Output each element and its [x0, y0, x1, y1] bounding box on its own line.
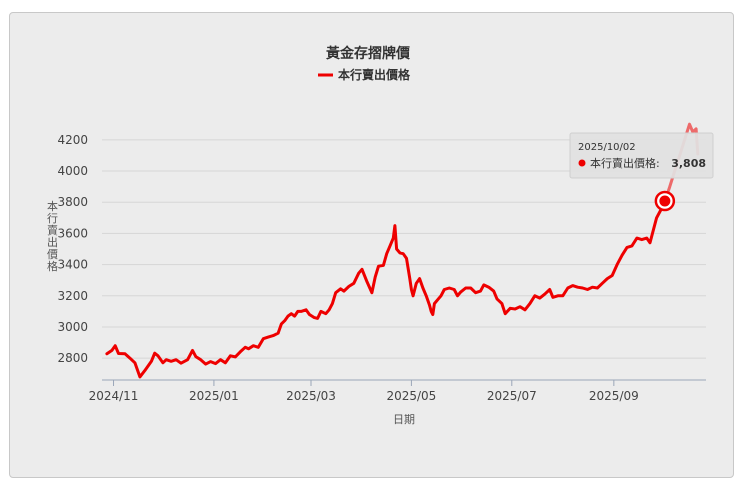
y-tick-label: 3800 [57, 195, 88, 209]
y-tick-label: 4200 [57, 133, 88, 147]
x-tick-label: 2024/11 [89, 389, 139, 403]
y-tick-label: 2800 [57, 351, 88, 365]
legend-item-label: 本行賣出價格 [338, 67, 411, 82]
x-tick-label: 2025/09 [589, 389, 639, 403]
tooltip-box [569, 132, 714, 179]
y-tick-label: 3400 [57, 258, 88, 272]
chart-title: 黃金存摺牌價 [325, 45, 411, 62]
tooltip-series-dot [578, 159, 586, 167]
x-tick-label: 2025/05 [386, 389, 436, 403]
y-tick-label: 3200 [57, 289, 88, 303]
highlight-marker-dot [659, 195, 671, 207]
x-axis: 2024/11 2025/01 2025/03 2025/05 2025/07 2025/… [89, 379, 706, 403]
tooltip-date: 2025/10/02 [578, 142, 636, 153]
y-tick-label: 4000 [57, 164, 88, 178]
tooltip-value: 3,808 [671, 157, 706, 170]
tooltip-series-label: 本行賣出價格: [590, 156, 660, 170]
x-axis-title: 日期 [393, 413, 415, 426]
y-axis: 2800 3000 3200 3400 3600 3800 4000 4200 [57, 133, 88, 365]
x-tick-label: 2025/03 [286, 389, 336, 403]
chart-card [9, 12, 734, 478]
y-tick-label: 3000 [57, 320, 88, 334]
legend[interactable]: 本行賣出價格 [318, 67, 411, 82]
y-axis-title: 本行賣出價格 [47, 199, 58, 273]
series-line[interactable] [105, 199, 667, 379]
y-tick-label: 3600 [57, 226, 88, 240]
x-tick-label: 2025/07 [487, 389, 537, 403]
tooltip: 2025/10/02 本行賣出價格: 3,808 [569, 132, 714, 212]
x-tick-label: 2025/01 [189, 389, 239, 403]
